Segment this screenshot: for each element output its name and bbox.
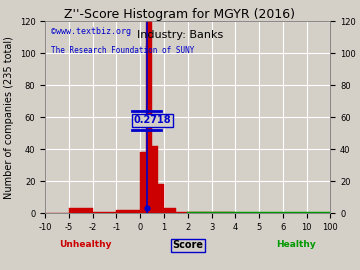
Text: 0.2718: 0.2718 [134, 115, 171, 125]
Text: Score: Score [172, 240, 203, 250]
Text: Industry: Banks: Industry: Banks [137, 30, 223, 40]
Bar [146, 21, 152, 213]
Bar [176, 212, 188, 213]
Bar [117, 210, 140, 213]
Text: The Research Foundation of SUNY: The Research Foundation of SUNY [51, 46, 194, 55]
Text: ©www.textbiz.org: ©www.textbiz.org [51, 27, 131, 36]
Bar [152, 146, 158, 213]
Bar [158, 184, 164, 213]
Bar [164, 208, 176, 213]
Text: Healthy: Healthy [276, 240, 316, 249]
Y-axis label: Number of companies (235 total): Number of companies (235 total) [4, 36, 14, 199]
Bar [69, 208, 93, 213]
Text: Z''-Score Histogram for MGYR (2016): Z''-Score Histogram for MGYR (2016) [64, 8, 296, 21]
Text: Unhealthy: Unhealthy [59, 240, 112, 249]
Bar [212, 212, 235, 213]
Bar [93, 212, 117, 213]
Bar [188, 212, 212, 213]
Bar [140, 152, 146, 213]
